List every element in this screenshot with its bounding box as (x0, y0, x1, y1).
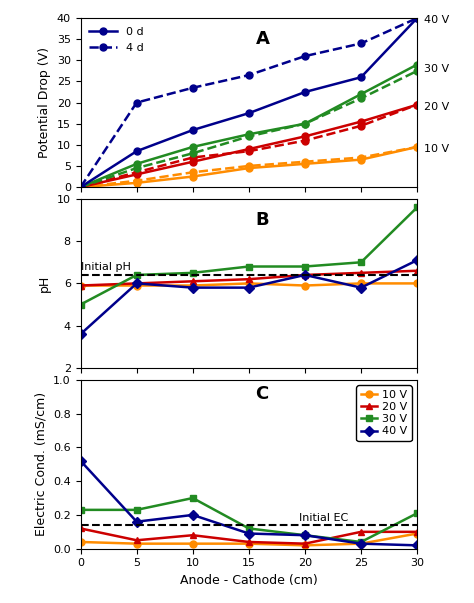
30 V (302, 532, 308, 539)
Text: C: C (255, 385, 269, 403)
40 V (246, 530, 252, 537)
10 V (358, 540, 364, 548)
Text: A: A (255, 30, 269, 48)
10 V (190, 540, 196, 548)
30 V (190, 494, 196, 502)
10 V (134, 540, 139, 548)
30 V (414, 510, 420, 517)
40 V (414, 541, 420, 549)
Text: B: B (255, 210, 269, 229)
Line: 10 V: 10 V (77, 530, 420, 549)
30 V (134, 507, 139, 514)
20 V (302, 540, 308, 548)
Line: 30 V: 30 V (77, 494, 420, 546)
40 V (190, 511, 196, 519)
X-axis label: Anode - Cathode (cm): Anode - Cathode (cm) (180, 574, 318, 587)
Text: 10 V: 10 V (424, 144, 449, 154)
Line: 40 V: 40 V (77, 458, 420, 549)
Legend: 0 d, 4 d: 0 d, 4 d (86, 24, 147, 56)
Y-axis label: pH: pH (38, 275, 51, 292)
20 V (358, 528, 364, 535)
10 V (246, 540, 252, 548)
Legend: 10 V, 20 V, 30 V, 40 V: 10 V, 20 V, 30 V, 40 V (356, 385, 411, 441)
40 V (302, 532, 308, 539)
Y-axis label: Electric Cond. (mS/cm): Electric Cond. (mS/cm) (35, 392, 47, 536)
Text: Initial pH: Initial pH (81, 262, 131, 272)
40 V (78, 457, 83, 464)
40 V (134, 518, 139, 525)
10 V (78, 538, 83, 546)
Text: 40 V: 40 V (424, 15, 449, 25)
Text: Initial EC: Initial EC (300, 513, 348, 523)
10 V (414, 530, 420, 537)
20 V (246, 538, 252, 546)
Line: 20 V: 20 V (77, 525, 420, 547)
Text: 20 V: 20 V (424, 102, 449, 112)
20 V (78, 525, 83, 532)
20 V (414, 528, 420, 535)
Text: 30 V: 30 V (424, 64, 449, 74)
20 V (134, 537, 139, 544)
40 V (358, 540, 364, 548)
10 V (302, 541, 308, 549)
30 V (358, 538, 364, 546)
30 V (78, 507, 83, 514)
Y-axis label: Potential Drop (V): Potential Drop (V) (38, 47, 51, 158)
20 V (190, 532, 196, 539)
30 V (246, 525, 252, 532)
